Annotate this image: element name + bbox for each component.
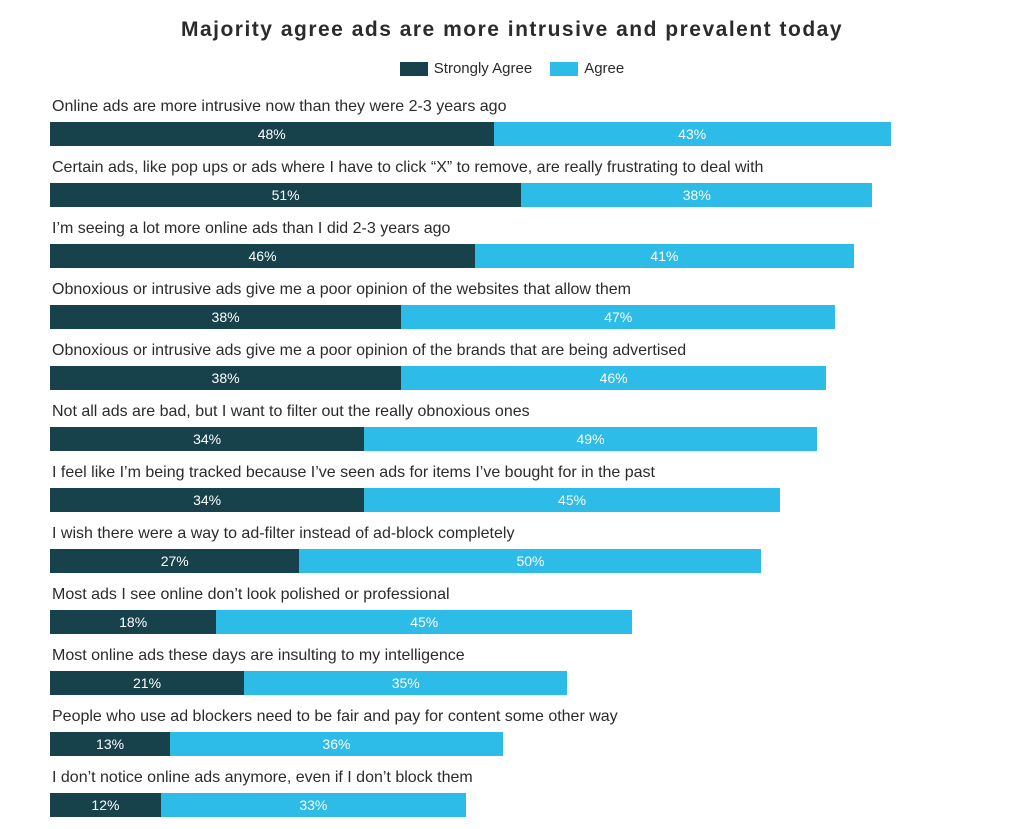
bar-value-strongly-agree: 34%: [193, 492, 221, 508]
row-label: Obnoxious or intrusive ads give me a poo…: [50, 341, 974, 361]
bar-track: 13% 36%: [50, 732, 974, 756]
bar-value-strongly-agree: 18%: [119, 614, 147, 630]
bar-segment-strongly-agree: 38%: [50, 305, 401, 329]
bar-segment-agree: 35%: [244, 671, 567, 695]
legend-label-strongly-agree: Strongly Agree: [434, 60, 532, 77]
legend-item-agree: Agree: [550, 60, 624, 77]
bar-value-agree: 47%: [604, 309, 632, 325]
bar-segment-agree: 43%: [494, 122, 891, 146]
bar-segment-strongly-agree: 51%: [50, 183, 521, 207]
bar-track: 38% 46%: [50, 366, 974, 390]
bar-segment-agree: 47%: [401, 305, 835, 329]
bar-segment-strongly-agree: 18%: [50, 610, 216, 634]
bar-track: 46% 41%: [50, 244, 974, 268]
chart-legend: Strongly Agree Agree: [50, 60, 974, 77]
chart-row: People who use ad blockers need to be fa…: [50, 707, 974, 756]
bar-segment-agree: 45%: [364, 488, 780, 512]
bar-track: 51% 38%: [50, 183, 974, 207]
row-label: Not all ads are bad, but I want to filte…: [50, 402, 974, 422]
chart-row: I wish there were a way to ad-filter ins…: [50, 524, 974, 573]
bar-segment-agree: 41%: [475, 244, 854, 268]
bar-segment-strongly-agree: 21%: [50, 671, 244, 695]
chart-row: I feel like I’m being tracked because I’…: [50, 463, 974, 512]
chart-row: Certain ads, like pop ups or ads where I…: [50, 158, 974, 207]
bar-track: 38% 47%: [50, 305, 974, 329]
bar-value-strongly-agree: 38%: [212, 309, 240, 325]
bar-track: 34% 49%: [50, 427, 974, 451]
bar-segment-strongly-agree: 46%: [50, 244, 475, 268]
bar-value-strongly-agree: 27%: [161, 553, 189, 569]
bar-value-agree: 35%: [392, 675, 420, 691]
chart-row: Obnoxious or intrusive ads give me a poo…: [50, 280, 974, 329]
legend-swatch-agree: [550, 62, 578, 76]
bar-segment-strongly-agree: 34%: [50, 427, 364, 451]
row-label: Most online ads these days are insulting…: [50, 646, 974, 666]
bar-segment-agree: 49%: [364, 427, 817, 451]
legend-item-strongly-agree: Strongly Agree: [400, 60, 532, 77]
bar-value-strongly-agree: 12%: [91, 797, 119, 813]
row-label: I don’t notice online ads anymore, even …: [50, 768, 974, 788]
bar-value-agree: 41%: [650, 248, 678, 264]
bar-segment-agree: 46%: [401, 366, 826, 390]
bar-track: 27% 50%: [50, 549, 974, 573]
row-label: People who use ad blockers need to be fa…: [50, 707, 974, 727]
row-label: I feel like I’m being tracked because I’…: [50, 463, 974, 483]
bar-track: 18% 45%: [50, 610, 974, 634]
bar-segment-agree: 33%: [161, 793, 466, 817]
bar-value-agree: 45%: [558, 492, 586, 508]
bar-segment-agree: 38%: [521, 183, 872, 207]
bar-segment-agree: 36%: [170, 732, 503, 756]
bar-segment-agree: 45%: [216, 610, 632, 634]
bar-value-agree: 50%: [516, 553, 544, 569]
chart-title: Majority agree ads are more intrusive an…: [50, 18, 974, 42]
bar-value-strongly-agree: 13%: [96, 736, 124, 752]
chart-row: Most ads I see online don’t look polishe…: [50, 585, 974, 634]
bar-value-strongly-agree: 46%: [249, 248, 277, 264]
bar-segment-strongly-agree: 48%: [50, 122, 494, 146]
bar-segment-strongly-agree: 27%: [50, 549, 299, 573]
bar-value-strongly-agree: 48%: [258, 126, 286, 142]
row-label: Online ads are more intrusive now than t…: [50, 97, 974, 117]
bar-track: 34% 45%: [50, 488, 974, 512]
bar-segment-strongly-agree: 12%: [50, 793, 161, 817]
bar-value-strongly-agree: 38%: [212, 370, 240, 386]
bar-value-agree: 49%: [577, 431, 605, 447]
bar-segment-strongly-agree: 34%: [50, 488, 364, 512]
bar-value-agree: 36%: [322, 736, 350, 752]
chart-row: I’m seeing a lot more online ads than I …: [50, 219, 974, 268]
bar-value-agree: 45%: [410, 614, 438, 630]
bar-segment-strongly-agree: 38%: [50, 366, 401, 390]
bar-value-agree: 33%: [299, 797, 327, 813]
chart-row: Most online ads these days are insulting…: [50, 646, 974, 695]
bar-track: 21% 35%: [50, 671, 974, 695]
bar-track: 48% 43%: [50, 122, 974, 146]
bar-value-strongly-agree: 51%: [272, 187, 300, 203]
bar-track: 12% 33%: [50, 793, 974, 817]
chart-rows: Online ads are more intrusive now than t…: [50, 97, 974, 829]
bar-segment-strongly-agree: 13%: [50, 732, 170, 756]
bar-value-strongly-agree: 21%: [133, 675, 161, 691]
chart-row: Not all ads are bad, but I want to filte…: [50, 402, 974, 451]
bar-value-agree: 43%: [678, 126, 706, 142]
row-label: Certain ads, like pop ups or ads where I…: [50, 158, 974, 178]
chart-row: Online ads are more intrusive now than t…: [50, 97, 974, 146]
row-label: Obnoxious or intrusive ads give me a poo…: [50, 280, 974, 300]
legend-swatch-strongly-agree: [400, 62, 428, 76]
bar-value-agree: 38%: [683, 187, 711, 203]
row-label: Most ads I see online don’t look polishe…: [50, 585, 974, 605]
row-label: I wish there were a way to ad-filter ins…: [50, 524, 974, 544]
bar-value-strongly-agree: 34%: [193, 431, 221, 447]
chart-row: I don’t notice online ads anymore, even …: [50, 768, 974, 817]
row-label: I’m seeing a lot more online ads than I …: [50, 219, 974, 239]
legend-label-agree: Agree: [584, 60, 624, 77]
bar-value-agree: 46%: [600, 370, 628, 386]
chart-row: Obnoxious or intrusive ads give me a poo…: [50, 341, 974, 390]
bar-segment-agree: 50%: [299, 549, 761, 573]
